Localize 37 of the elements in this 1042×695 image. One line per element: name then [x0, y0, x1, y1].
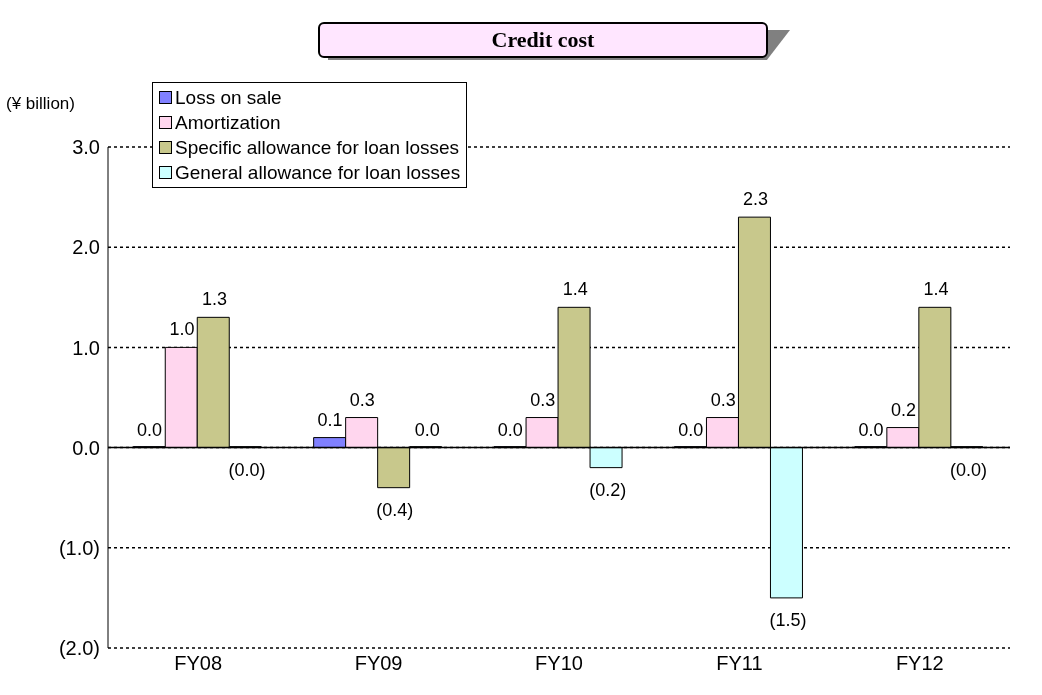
data-label: 0.0: [136, 419, 163, 440]
data-label: 0.3: [349, 389, 375, 410]
y-tick-label: 2.0: [72, 236, 100, 259]
x-tick-label: FY11: [716, 652, 763, 675]
data-label: 1.0: [169, 319, 195, 340]
data-label: 1.4: [923, 279, 949, 300]
data-label: (1.5): [769, 609, 807, 630]
data-label: (0.2): [589, 479, 627, 500]
data-label: 0.1: [317, 409, 343, 430]
data-label: (0.0): [950, 459, 988, 480]
data-label: 0.0: [497, 419, 523, 440]
y-tick-label: (1.0): [58, 536, 100, 559]
legend-label: Loss on sale: [175, 86, 282, 109]
data-label: 2.3: [743, 189, 769, 210]
data-label: 0.0: [858, 419, 884, 440]
y-tick-label: 0.0: [72, 436, 100, 459]
data-label: 0.0: [678, 419, 704, 440]
chart-title: Credit cost: [318, 22, 768, 58]
data-label: (0.4): [376, 499, 414, 520]
legend-label: General allowance for loan losses: [175, 161, 461, 184]
y-axis-title: (¥ billion): [6, 94, 75, 114]
data-label: 0.3: [710, 389, 736, 410]
y-tick-label: 1.0: [72, 336, 100, 359]
x-tick-label: FY08: [174, 652, 223, 675]
x-tick-label: FY10: [535, 652, 583, 675]
y-tick-label: (2.0): [58, 637, 100, 660]
data-label: (0.0): [228, 459, 266, 480]
x-tick-label: FY09: [354, 652, 403, 675]
legend-label: Specific allowance for loan losses: [175, 136, 460, 159]
legend-label: Amortization: [175, 111, 281, 134]
y-tick-label: 3.0: [72, 136, 100, 159]
data-label: 0.2: [891, 399, 917, 420]
data-label: 1.3: [201, 289, 227, 310]
data-label: 1.4: [562, 279, 588, 300]
x-tick-label: FY12: [895, 652, 944, 675]
data-label: 0.0: [414, 419, 440, 440]
data-label: 0.3: [530, 389, 556, 410]
